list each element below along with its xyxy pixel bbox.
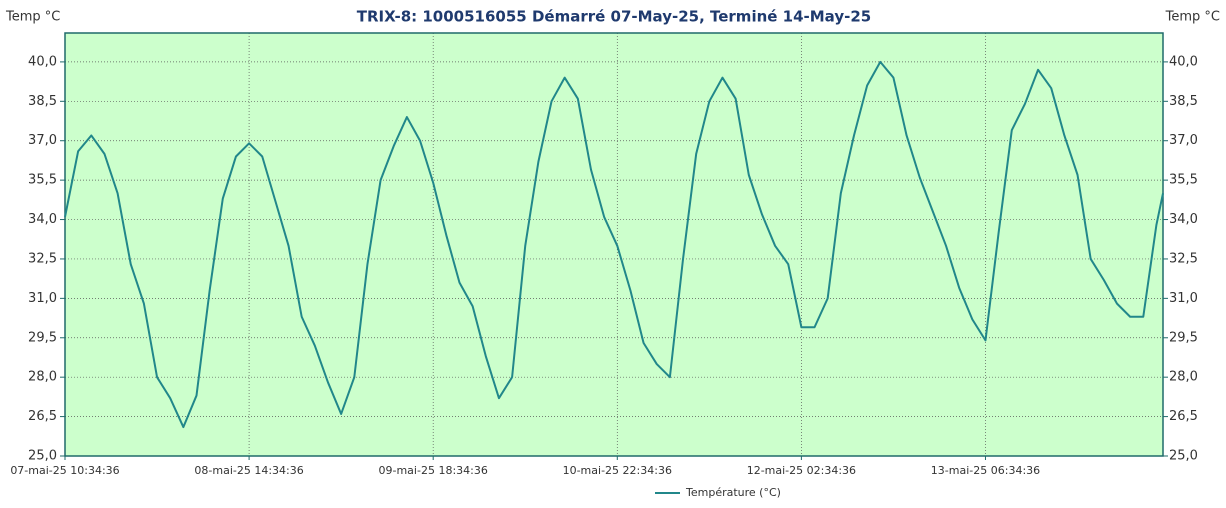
y-tick-label: 34,0 bbox=[28, 212, 57, 227]
y2-tick-label: 40,0 bbox=[1169, 54, 1198, 69]
y2-tick-label: 32,5 bbox=[1169, 251, 1198, 266]
y-tick-label: 25,0 bbox=[28, 449, 57, 464]
x-tick-label: 07-mai-25 10:34:36 bbox=[10, 464, 119, 477]
y2-tick-label: 37,0 bbox=[1169, 133, 1198, 148]
y-tick-label: 29,5 bbox=[28, 330, 57, 345]
x-tick-label: 08-mai-25 14:34:36 bbox=[194, 464, 303, 477]
y-tick-label: 26,5 bbox=[28, 409, 57, 424]
y2-tick-label: 29,5 bbox=[1169, 330, 1198, 345]
y-tick-label: 38,5 bbox=[28, 94, 57, 109]
legend-label: Température (°C) bbox=[685, 486, 781, 499]
y-tick-label: 35,5 bbox=[28, 173, 57, 188]
y-tick-label: 32,5 bbox=[28, 251, 57, 266]
y2-axis-label: Temp °C bbox=[1165, 10, 1220, 25]
y-tick-label: 31,0 bbox=[28, 291, 57, 306]
y2-tick-label: 26,5 bbox=[1169, 409, 1198, 424]
y-tick-label: 37,0 bbox=[28, 133, 57, 148]
y2-tick-label: 25,0 bbox=[1169, 449, 1198, 464]
x-tick-label: 12-mai-25 02:34:36 bbox=[747, 464, 856, 477]
series-line bbox=[64, 60, 1164, 429]
chart-title: TRIX-8: 1000516055 Démarré 07-May-25, Te… bbox=[357, 8, 871, 26]
x-tick-label: 10-mai-25 22:34:36 bbox=[563, 464, 672, 477]
y2-tick-label: 35,5 bbox=[1169, 173, 1198, 188]
y-tick-label: 40,0 bbox=[28, 54, 57, 69]
y2-tick-label: 31,0 bbox=[1169, 291, 1198, 306]
x-tick-label: 13-mai-25 06:34:36 bbox=[931, 464, 1040, 477]
y2-tick-label: 28,0 bbox=[1169, 370, 1198, 385]
y-tick-label: 28,0 bbox=[28, 370, 57, 385]
y2-tick-label: 34,0 bbox=[1169, 212, 1198, 227]
y-axis-label: Temp °C bbox=[5, 10, 60, 25]
y2-tick-label: 38,5 bbox=[1169, 94, 1198, 109]
x-tick-label: 09-mai-25 18:34:36 bbox=[379, 464, 488, 477]
plot-area bbox=[65, 33, 1163, 456]
plot-border bbox=[64, 32, 1164, 457]
